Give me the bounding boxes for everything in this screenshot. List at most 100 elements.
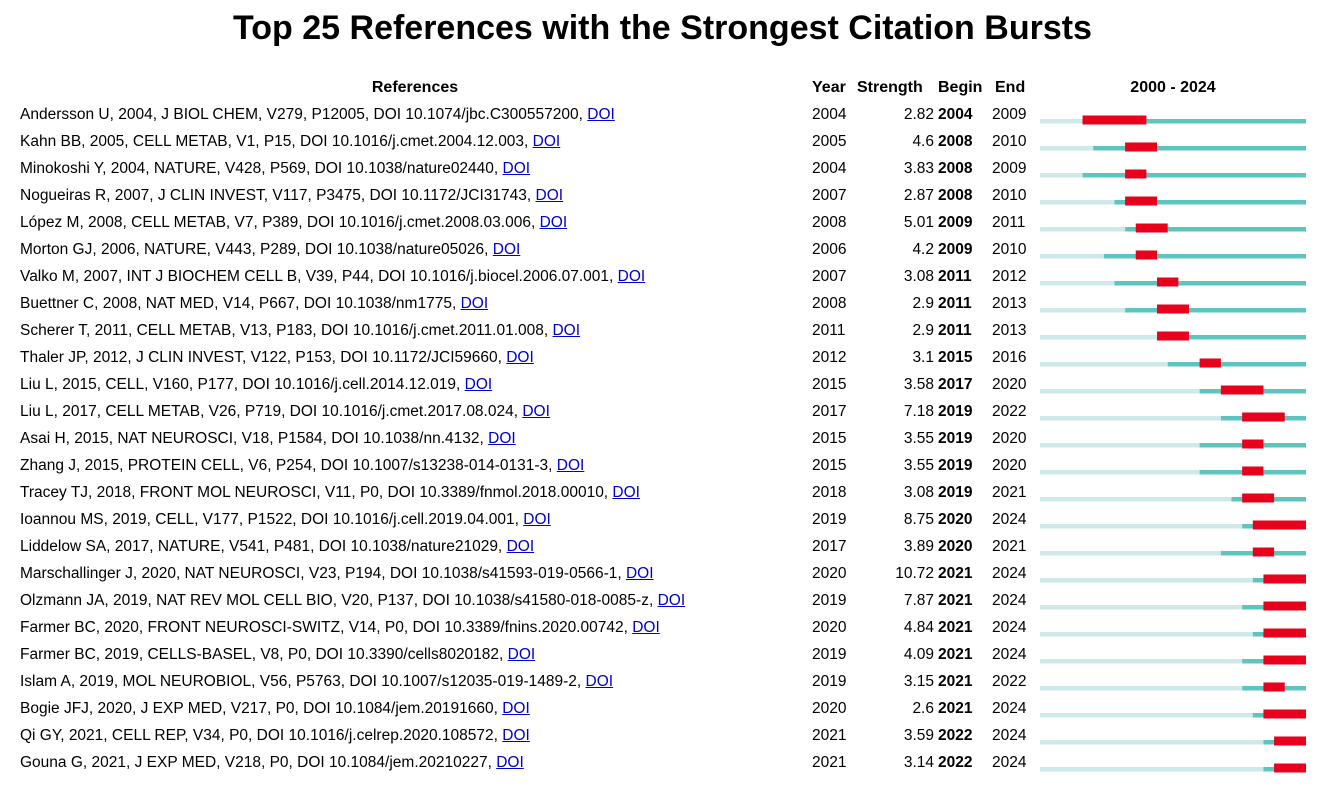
reference-text: Morton GJ, 2006, NATURE, V443, P289, DOI… [20, 241, 493, 258]
burst-timeline [1040, 304, 1306, 314]
doi-link[interactable]: DOI [502, 160, 531, 177]
doi-link[interactable]: DOI [496, 754, 524, 771]
burst-bar [1263, 601, 1306, 611]
doi-link[interactable]: DOI [612, 484, 640, 501]
burst-timeline [1040, 682, 1306, 692]
year-cell: 2015 [812, 376, 847, 393]
burst-bar [1252, 520, 1306, 530]
reference-cell: Morton GJ, 2006, NATURE, V443, P289, DOI… [20, 236, 520, 263]
begin-cell: 2021 [938, 619, 973, 636]
reference-text: Liddelow SA, 2017, NATURE, V541, P481, D… [20, 538, 507, 555]
doi-link[interactable]: DOI [552, 322, 581, 339]
reference-cell: Tracey TJ, 2018, FRONT MOL NEUROSCI, V11… [20, 479, 640, 506]
burst-bar [1242, 493, 1275, 503]
reference-cell: Valko M, 2007, INT J BIOCHEM CELL B, V39… [20, 263, 645, 290]
timeline-pre-publication-segment [1040, 497, 1232, 502]
burst-bar [1263, 574, 1306, 584]
burst-timeline [1040, 142, 1306, 152]
year-cell: 2020 [812, 565, 847, 582]
reference-text: Thaler JP, 2012, J CLIN INVEST, V122, P1… [20, 349, 507, 366]
begin-cell: 2021 [938, 646, 973, 663]
strength-cell: 4.09 [903, 646, 934, 663]
doi-link[interactable]: DOI [488, 430, 516, 447]
timeline-pre-publication-segment [1040, 713, 1253, 718]
doi-link[interactable]: DOI [532, 133, 561, 150]
year-cell: 2020 [812, 619, 847, 636]
reference-text: Bogie JFJ, 2020, J EXP MED, V217, P0, DO… [20, 700, 503, 717]
doi-link[interactable]: DOI [506, 349, 534, 366]
column-header-timeline-range: 2000 - 2024 [1130, 79, 1216, 96]
begin-cell: 2021 [938, 592, 973, 609]
timeline-active-segment [1125, 308, 1306, 313]
strength-cell: 3.15 [903, 673, 934, 690]
begin-cell: 2008 [938, 133, 973, 150]
begin-cell: 2011 [938, 322, 972, 339]
timeline-pre-publication-segment [1040, 227, 1126, 232]
end-cell: 2009 [992, 160, 1027, 177]
doi-link[interactable]: DOI [506, 538, 535, 555]
table-row: Andersson U, 2004, J BIOL CHEM, V279, P1… [0, 101, 1325, 128]
reference-cell: Kahn BB, 2005, CELL METAB, V1, P15, DOI … [20, 128, 560, 155]
doi-link[interactable]: DOI [535, 187, 564, 204]
table-row: Ioannou MS, 2019, CELL, V177, P1522, DOI… [0, 506, 1325, 533]
doi-link[interactable]: DOI [585, 673, 614, 690]
end-cell: 2016 [992, 349, 1027, 366]
reference-text: Islam A, 2019, MOL NEUROBIOL, V56, P5763… [20, 673, 586, 690]
doi-link[interactable]: DOI [492, 241, 521, 258]
burst-bar [1157, 277, 1179, 287]
year-cell: 2021 [812, 754, 847, 771]
timeline-active-segment [1082, 173, 1306, 178]
burst-timeline [1040, 574, 1306, 584]
table-row: Nogueiras R, 2007, J CLIN INVEST, V117, … [0, 182, 1325, 209]
doi-link[interactable]: DOI [632, 619, 660, 636]
burst-timeline [1040, 736, 1306, 746]
reference-text: Andersson U, 2004, J BIOL CHEM, V279, P1… [20, 106, 588, 123]
column-header-year: Year [812, 79, 846, 96]
end-cell: 2013 [992, 322, 1027, 339]
table-row: Islam A, 2019, MOL NEUROBIOL, V56, P5763… [0, 668, 1325, 695]
doi-link[interactable]: DOI [617, 268, 646, 285]
burst-timeline [1040, 493, 1306, 503]
begin-cell: 2011 [938, 295, 972, 312]
end-cell: 2022 [992, 673, 1027, 690]
reference-text: Tracey TJ, 2018, FRONT MOL NEUROSCI, V11… [20, 484, 613, 501]
reference-text: Minokoshi Y, 2004, NATURE, V428, P569, D… [20, 160, 503, 177]
burst-timeline [1040, 412, 1306, 422]
doi-link[interactable]: DOI [460, 295, 489, 312]
end-cell: 2010 [992, 133, 1027, 150]
doi-link[interactable]: DOI [502, 700, 530, 717]
doi-link[interactable]: DOI [556, 457, 585, 474]
reference-cell: Farmer BC, 2020, FRONT NEUROSCI-SWITZ, V… [20, 614, 660, 641]
begin-cell: 2015 [938, 349, 973, 366]
doi-link[interactable]: DOI [523, 511, 551, 528]
doi-link[interactable]: DOI [464, 376, 493, 393]
doi-link[interactable]: DOI [522, 403, 550, 420]
table-row: Gouna G, 2021, J EXP MED, V218, P0, DOI … [0, 749, 1325, 776]
timeline-active-segment [1157, 335, 1306, 340]
table-row: Asai H, 2015, NAT NEUROSCI, V18, P1584, … [0, 425, 1325, 452]
doi-link[interactable]: DOI [539, 214, 568, 231]
column-header-begin: Begin [938, 79, 983, 96]
strength-cell: 2.87 [903, 187, 934, 204]
strength-cell: 7.87 [903, 592, 934, 609]
doi-link[interactable]: DOI [625, 565, 654, 582]
timeline-pre-publication-segment [1040, 686, 1243, 691]
burst-bar [1125, 142, 1158, 152]
reference-text: Qi GY, 2021, CELL REP, V34, P0, DOI 10.1… [20, 727, 503, 744]
doi-link[interactable]: DOI [657, 592, 686, 609]
doi-link[interactable]: DOI [587, 106, 615, 123]
timeline-pre-publication-segment [1040, 767, 1264, 772]
doi-link[interactable]: DOI [502, 727, 530, 744]
burst-timeline [1040, 520, 1306, 530]
end-cell: 2013 [992, 295, 1027, 312]
reference-text: Marschallinger J, 2020, NAT NEUROSCI, V2… [20, 565, 626, 582]
year-cell: 2019 [812, 646, 847, 663]
burst-bar [1274, 736, 1306, 746]
end-cell: 2024 [992, 619, 1027, 636]
strength-cell: 3.55 [903, 430, 934, 447]
table-row: Farmer BC, 2020, FRONT NEUROSCI-SWITZ, V… [0, 614, 1325, 641]
timeline-active-segment [1093, 146, 1306, 151]
reference-cell: Zhang J, 2015, PROTEIN CELL, V6, P254, D… [20, 452, 584, 479]
timeline-active-segment [1114, 200, 1306, 205]
doi-link[interactable]: DOI [507, 646, 536, 663]
